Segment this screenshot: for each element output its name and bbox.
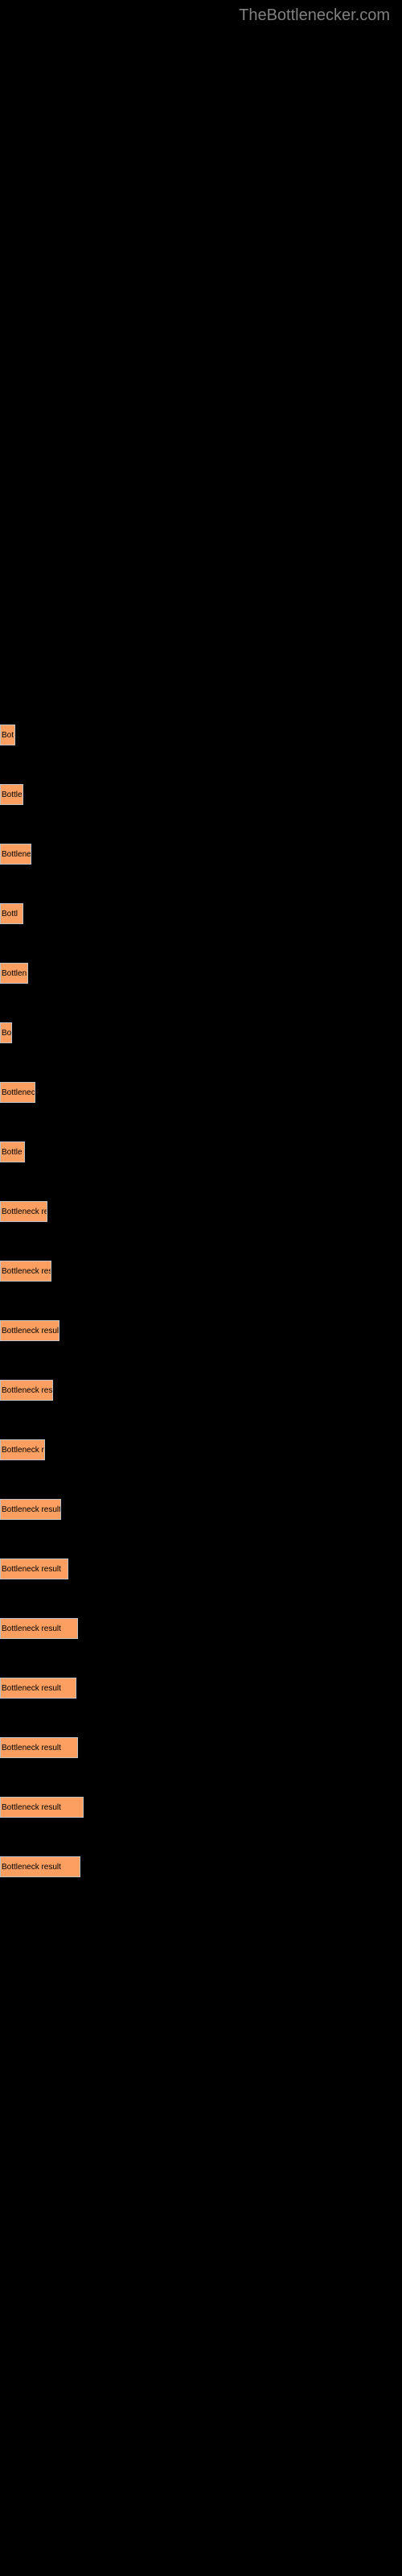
bar-row: Bottleneck r (0, 1439, 402, 1460)
bar: Bottlen (0, 963, 28, 984)
bar-label: Bottlene (1, 850, 31, 859)
bar-label: Bottleneck result (1, 1744, 61, 1752)
bar-row: Bottleneck result (0, 1618, 402, 1639)
bar-row: Bottleneck result (0, 1737, 402, 1758)
watermark-text: TheBottlenecker.com (239, 6, 390, 25)
bar-row: Bottle (0, 1141, 402, 1162)
bar-row: Bottlene (0, 844, 402, 865)
bar-row: Bottleneck result (0, 1558, 402, 1579)
bar-label: Bottleneck result (1, 1684, 61, 1693)
bar-row: Bottleneck re (0, 1201, 402, 1222)
bar: Bottleneck result (0, 1737, 78, 1758)
bar-row: Bo (0, 1022, 402, 1043)
bar-row: Bottlenec (0, 1082, 402, 1103)
bar: Bottle (0, 1141, 25, 1162)
bar-label: Bottl (1, 910, 18, 919)
bar-row: Bottleneck resu (0, 1380, 402, 1401)
bar-label: Bottleneck result (1, 1803, 61, 1812)
bar: Bottleneck resu (0, 1380, 53, 1401)
bar-label: Bottleneck result (1, 1505, 61, 1514)
bar-label: Bottleneck r (1, 1446, 44, 1455)
bar-label: Bottlen (1, 969, 27, 978)
bar-row: Bottleneck result (0, 1320, 402, 1341)
bar: Bottlene (0, 844, 31, 865)
bar-label: Bottleneck result (1, 1863, 61, 1872)
bar: Bottl (0, 903, 23, 924)
bar-row: Bottlen (0, 963, 402, 984)
bar-row: Bottleneck res (0, 1261, 402, 1282)
bar-label: Bottle (1, 791, 23, 799)
bar: Bottleneck result (0, 1618, 78, 1639)
bar-label: Bottleneck res (1, 1267, 51, 1276)
bar-label: Bottleneck result (1, 1565, 61, 1574)
bar: Bottlenec (0, 1082, 35, 1103)
bar-row: Bottleneck result (0, 1678, 402, 1699)
bar: Bottleneck r (0, 1439, 45, 1460)
bar: Bottleneck result (0, 1558, 68, 1579)
bar-label: Bottle (1, 1148, 23, 1157)
bar-chart: Bot Bottle Bottlene Bottl Bottlen Bo Bottlenec… (0, 724, 402, 1916)
bar-row: Bottle (0, 784, 402, 805)
bar-row: Bot (0, 724, 402, 745)
bar: Bottleneck result (0, 1678, 76, 1699)
bar: Bottleneck re (0, 1201, 47, 1222)
bar-row: Bottleneck result (0, 1856, 402, 1877)
bar-row: Bottleneck result (0, 1797, 402, 1818)
bar-label: Bot (1, 731, 14, 740)
bar: Bottleneck result (0, 1320, 59, 1341)
bar: Bot (0, 724, 15, 745)
bar: Bo (0, 1022, 12, 1043)
bar-label: Bottleneck result (1, 1624, 61, 1633)
bar-label: Bottleneck re (1, 1208, 47, 1216)
bar: Bottleneck res (0, 1261, 51, 1282)
bar-row: Bottl (0, 903, 402, 924)
bar-label: Bottleneck result (1, 1327, 59, 1335)
bar-label: Bottleneck resu (1, 1386, 53, 1395)
bar: Bottle (0, 784, 23, 805)
bar: Bottleneck result (0, 1856, 80, 1877)
bar-label: Bottlenec (1, 1088, 35, 1097)
bar: Bottleneck result (0, 1797, 84, 1818)
bar-row: Bottleneck result (0, 1499, 402, 1520)
bar: Bottleneck result (0, 1499, 61, 1520)
bar-label: Bo (1, 1029, 11, 1038)
